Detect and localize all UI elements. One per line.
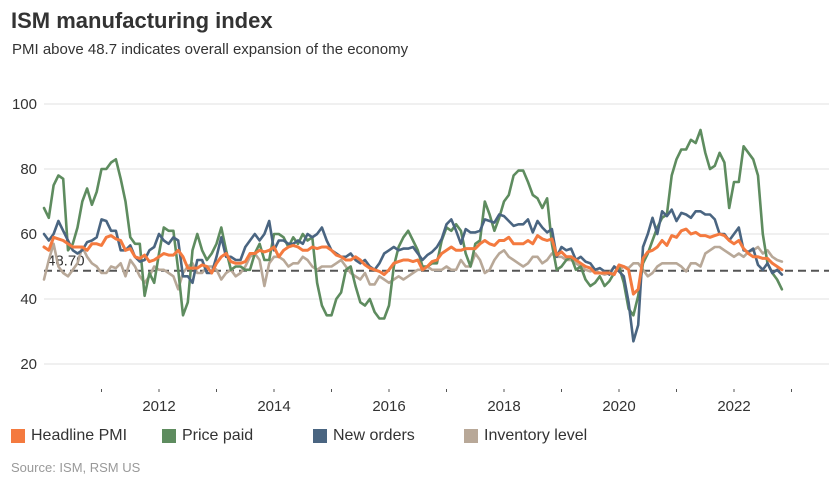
legend-item-new-orders: New orders <box>313 427 415 445</box>
legend-label: Headline PMI <box>31 427 128 444</box>
y-tick-label: 40 <box>20 291 37 308</box>
x-tick-label: 2022 <box>717 398 750 415</box>
series-line-new-orders <box>42 208 784 343</box>
y-tick-label: 60 <box>20 226 37 243</box>
y-axis: 20 40 60 80 100 <box>12 96 37 373</box>
legend-label: New orders <box>333 427 415 444</box>
y-tick-label: 20 <box>20 356 37 373</box>
legend: Headline PMI Price paid New orders Inven… <box>0 427 829 447</box>
legend-label: Price paid <box>182 427 254 444</box>
legend-swatch <box>11 429 25 443</box>
y-tick-label: 100 <box>12 96 37 113</box>
x-tick-label: 2014 <box>257 398 290 415</box>
chart-title: ISM manufacturing index <box>11 8 273 33</box>
legend-item-headline-pmi: Headline PMI <box>11 427 127 445</box>
legend-label: Inventory level <box>484 427 588 444</box>
legend-item-price-paid: Price paid <box>162 427 253 445</box>
x-axis: 2012 2014 2016 2018 2020 2022 <box>101 389 792 415</box>
y-tick-label: 80 <box>20 161 37 178</box>
chart-subtitle: PMI above 48.7 indicates overall expansi… <box>12 41 409 58</box>
series-line-headline-pmi <box>42 227 784 296</box>
x-tick-label: 2012 <box>142 398 175 415</box>
x-tick-label: 2016 <box>372 398 405 415</box>
legend-swatch <box>162 429 176 443</box>
legend-swatch <box>313 429 327 443</box>
legend-swatch <box>464 429 478 443</box>
gridlines <box>44 103 829 365</box>
series-group <box>42 128 784 343</box>
source-note: Source: ISM, RSM US <box>11 460 141 475</box>
series-line-price-paid <box>42 128 784 320</box>
x-tick-label: 2018 <box>487 398 520 415</box>
series-line-inventory-level <box>42 242 784 291</box>
x-tick-label: 2020 <box>602 398 635 415</box>
legend-item-inventory-level: Inventory level <box>464 427 587 445</box>
